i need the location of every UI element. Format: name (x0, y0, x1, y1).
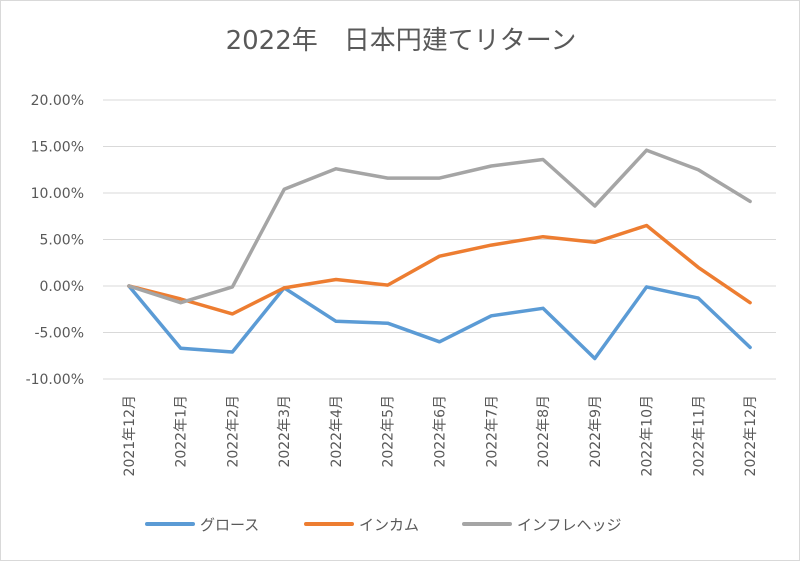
y-tick-label: 5.00% (40, 233, 84, 249)
x-tick-label: 2022年11月 (691, 395, 707, 476)
x-axis-ticks: 2021年12月 2022年1月 2022年2月 2022年3月 2022年4月 2022… (122, 395, 759, 476)
legend-label: グロース (200, 516, 259, 534)
x-tick-label: 2022年5月 (381, 395, 397, 468)
y-axis-ticks: 20.00% 15.00% 10.00% 5.00% 0.00% -5.00% -10.00… (26, 93, 84, 388)
legend: グロース インカム インフレヘッジ (145, 516, 622, 534)
y-tick-label: 10.00% (31, 186, 84, 202)
x-tick-label: 2022年2月 (225, 395, 241, 468)
x-tick-label: 2022年1月 (174, 395, 190, 468)
series-lines (127, 148, 752, 361)
y-tick-label: -10.00% (26, 372, 84, 388)
x-tick-label: 2022年8月 (536, 395, 552, 468)
chart-title: 2022年 日本円建てリターン (226, 26, 577, 56)
x-tick-label: 2022年10月 (640, 395, 656, 476)
x-tick-label: 2022年7月 (484, 395, 500, 468)
y-tick-label: 15.00% (31, 140, 84, 156)
y-tick-label: 20.00% (31, 93, 84, 109)
gridlines (103, 99, 776, 380)
x-tick-label: 2022年3月 (277, 395, 293, 468)
x-tick-label: 2022年9月 (588, 395, 604, 468)
x-tick-label: 2022年12月 (743, 395, 759, 476)
y-tick-label: -5.00% (34, 326, 84, 342)
series-line-1 (127, 223, 752, 316)
legend-label: インカム (359, 516, 419, 534)
series-line-2 (127, 148, 752, 305)
y-tick-label: 0.00% (40, 279, 84, 295)
x-tick-label: 2022年6月 (433, 395, 449, 468)
x-tick-label: 2021年12月 (122, 395, 138, 476)
series-line-0 (127, 284, 752, 361)
x-tick-label: 2022年4月 (329, 395, 345, 468)
legend-label: インフレヘッジ (517, 516, 622, 534)
